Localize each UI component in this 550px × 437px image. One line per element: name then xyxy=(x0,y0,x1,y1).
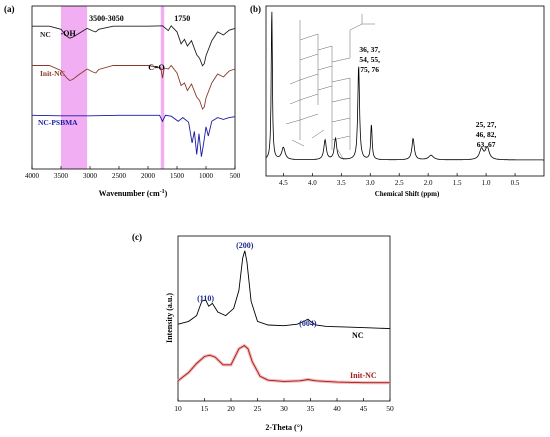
nmr-tick-label-4-0: 4.0 xyxy=(308,179,317,187)
nmr-tick-label-4-5: 4.5 xyxy=(279,179,288,187)
nmr-tick-label-1-0: 1.0 xyxy=(482,179,491,187)
xrd-series-nc xyxy=(177,250,391,330)
ftir-annotation-oh: -OH xyxy=(61,29,77,38)
ftir-x-axis-label: Wavenumber (cm-1) xyxy=(99,189,168,198)
xrd-legend-nc: NC xyxy=(352,331,364,340)
xrd-series-lines: NC Init-NC xyxy=(177,250,391,385)
xrd-tick-label-40: 40 xyxy=(333,404,341,413)
ftir-band-label-3500-3050: 3500-3050 xyxy=(89,14,124,23)
xrd-tick-label-25: 25 xyxy=(254,404,262,413)
nmr-tick-label-3-5: 3.5 xyxy=(337,179,346,187)
xrd-peak-labels: (110) (200) (004) xyxy=(197,241,317,328)
xrd-series-init-nc xyxy=(177,345,390,384)
nmr-frame xyxy=(265,5,545,177)
nmr-x-ticks: 4.5 4.0 3.5 3.0 2.5 2.0 1.5 1.0 0.5 xyxy=(279,173,520,187)
ftir-tick-label-3500: 3500 xyxy=(54,172,69,180)
nmr-chart: 4.5 4.0 3.5 3.0 2.5 2.0 1.5 1.0 0.5 36, 37,54, 5… xyxy=(265,5,545,198)
ftir-chart: 3500-3050 1750 NC Init-NC NC-PSBMA -OH C=O 40… xyxy=(25,5,241,198)
nmr-x-axis-label: Chemical Shift (ppm) xyxy=(375,190,440,198)
xrd-peak-label-200: (200) xyxy=(236,241,254,250)
xrd-tick-label-20: 20 xyxy=(227,404,235,413)
ftir-tick-label-4000: 4000 xyxy=(25,172,40,180)
nmr-tick-label-0-5: 0.5 xyxy=(511,179,520,187)
nmr-tick-label-3-0: 3.0 xyxy=(366,179,375,187)
ftir-frame xyxy=(31,5,236,170)
ftir-series-lines: NC Init-NC NC-PSBMA -OH C=O xyxy=(31,25,236,157)
xrd-y-axis-label: Intensity (a.u.) xyxy=(165,293,174,343)
xrd-tick-label-30: 30 xyxy=(280,404,288,413)
ftir-legend-init-nc: Init-NC xyxy=(40,69,65,78)
ftir-tick-label-500: 500 xyxy=(230,172,241,180)
ftir-band-3500-3050 xyxy=(61,6,88,169)
ftir-annotation-co: C=O xyxy=(148,63,165,72)
panel-label-b: (b) xyxy=(250,4,261,14)
xrd-peak-label-004: (004) xyxy=(299,319,317,328)
ftir-tick-label-1000: 1000 xyxy=(199,172,214,180)
nmr-tick-label-2-5: 2.5 xyxy=(395,179,404,187)
ftir-band-label-1750: 1750 xyxy=(174,14,190,23)
nmr-peak-label-1-line-1: 36, 37, xyxy=(359,45,380,54)
nmr-spectrum-line xyxy=(265,11,544,161)
nmr-tick-label-1-5: 1.5 xyxy=(453,179,462,187)
ftir-series-nc xyxy=(32,25,236,67)
nmr-tick-label-2-0: 2.0 xyxy=(424,179,433,187)
xrd-tick-label-15: 15 xyxy=(201,404,209,413)
ftir-tick-label-2500: 2500 xyxy=(112,172,127,180)
ftir-tick-label-2000: 2000 xyxy=(141,172,156,180)
ftir-tick-label-3000: 3000 xyxy=(83,172,98,180)
panel-label-c: (c) xyxy=(132,232,142,242)
xrd-tick-label-35: 35 xyxy=(307,404,315,413)
ftir-x-ticks: 4000 3500 3000 2500 2000 1500 1000 500 xyxy=(25,166,241,180)
xrd-tick-label-50: 50 xyxy=(386,404,394,413)
xrd-x-axis-label: 2-Theta (°) xyxy=(265,423,303,432)
ftir-band-1750 xyxy=(160,6,165,169)
xrd-x-ticks: 10 15 20 25 30 35 40 45 50 xyxy=(174,398,394,413)
xrd-peak-label-110: (110) xyxy=(197,294,214,303)
nmr-peak-label-1-line-3: 75, 76 xyxy=(360,65,379,74)
ftir-series-init-nc xyxy=(32,64,236,110)
ftir-highlight-bands: 3500-3050 1750 xyxy=(61,6,190,169)
nmr-peak-label-2-line-2: 46, 82, xyxy=(476,130,497,139)
ftir-legend-nc: NC xyxy=(40,30,51,39)
xrd-tick-label-10: 10 xyxy=(174,404,182,413)
xrd-legend-init-nc: Init-NC xyxy=(350,371,377,380)
nmr-peak-labels: 36, 37,54, 55,75, 76 25, 27,46, 82,63, 67 xyxy=(359,45,496,149)
nmr-peak-label-2-line-1: 25, 27, xyxy=(476,120,497,129)
nmr-peak-label-2-line-3: 63, 67 xyxy=(477,140,496,149)
nmr-peak-label-1-line-2: 54, 55, xyxy=(359,55,380,64)
molecular-structure-drawing xyxy=(285,14,375,161)
panel-label-a: (a) xyxy=(4,4,15,14)
ftir-tick-label-1500: 1500 xyxy=(170,172,185,180)
ftir-series-nc-psbma xyxy=(31,114,236,157)
ftir-legend-nc-psbma: NC-PSBMA xyxy=(38,118,78,127)
xrd-tick-label-45: 45 xyxy=(360,404,368,413)
